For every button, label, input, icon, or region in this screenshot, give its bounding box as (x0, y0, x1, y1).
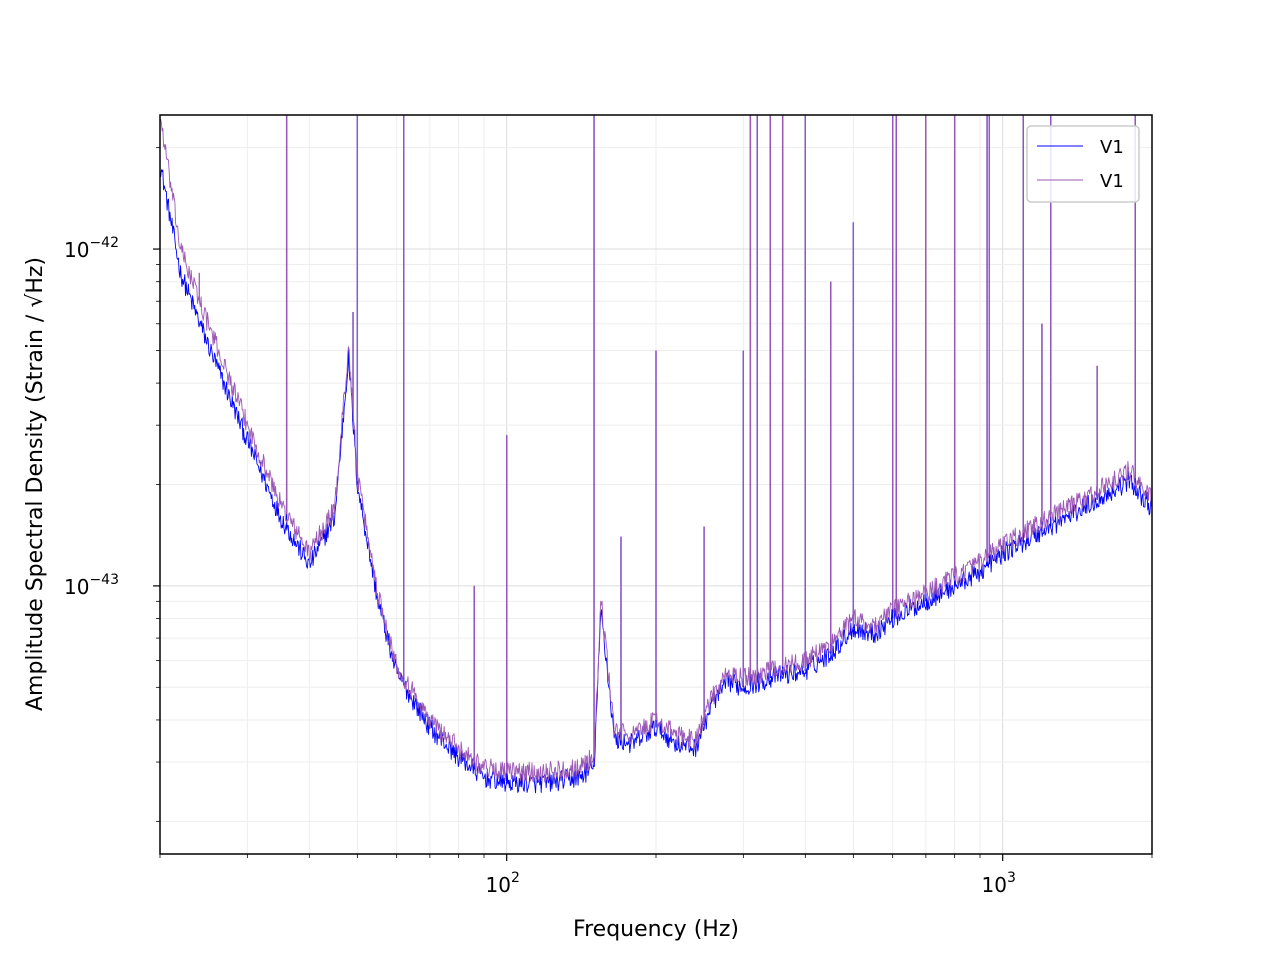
legend-label-2: V1 (1100, 171, 1124, 192)
series-layer (160, 115, 1152, 794)
y-tick-label: 10−42 (64, 235, 119, 262)
y-tick-label: 10−43 (64, 572, 119, 599)
legend-box (1026, 125, 1140, 203)
y-axis-label: Amplitude Spectral Density (Strain / √Hz… (23, 257, 48, 711)
x-axis-label: Frequency (Hz) (573, 917, 739, 942)
legend-label-1: V1 (1100, 137, 1124, 158)
tick-labels: 102 103 10−43 10−42 (64, 235, 1016, 897)
ticks (153, 147, 1153, 861)
x-tick-label: 103 (982, 870, 1016, 897)
x-tick-label: 102 (486, 870, 520, 897)
legend: V1 V1 (1026, 125, 1140, 203)
